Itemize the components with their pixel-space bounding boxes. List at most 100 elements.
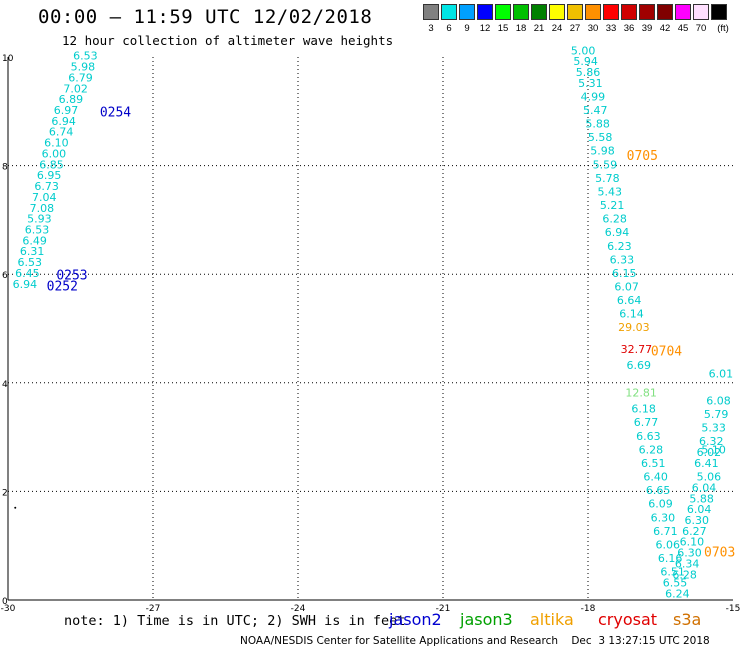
scale-label: 70 <box>695 23 707 34</box>
wave-height-label: 6.30 <box>651 511 676 524</box>
wave-height-label: 6.73 <box>34 180 59 193</box>
scale-label: 39 <box>641 23 653 34</box>
scale-swatch <box>621 4 637 20</box>
lat-tick-label: 0 <box>2 597 8 607</box>
wave-height-label: 6.30 <box>685 514 710 527</box>
satellite-legend-s3a: s3a <box>673 610 702 629</box>
wave-height-label: 6.40 <box>643 471 668 484</box>
wave-height-label: 5.98 <box>590 145 615 158</box>
wave-height-label: 6.74 <box>49 126 74 139</box>
scale-swatch <box>657 4 673 20</box>
wave-height-label: 5.43 <box>598 185 623 198</box>
scale-swatch <box>549 4 565 20</box>
wave-height-label: 6.45 <box>15 267 40 280</box>
wave-height-label: 7.04 <box>32 191 57 204</box>
scale-swatch <box>675 4 691 20</box>
lat-tick-label: 10 <box>2 54 14 64</box>
wave-height-label: 5.86 <box>576 66 601 79</box>
legend-note: note: 1) Time is in UTC; 2) SWH is in fe… <box>64 613 406 629</box>
pass-time-label: 0704 <box>651 345 682 360</box>
scale-label: 30 <box>587 23 599 34</box>
scale-label: 42 <box>659 23 671 34</box>
wave-height-label: 6.06 <box>656 538 681 551</box>
wave-height-label: 5.33 <box>701 422 726 435</box>
scale-swatch <box>585 4 601 20</box>
scale-label: 3 <box>428 23 434 34</box>
footer-credit: NOAA/NESDIS Center for Satellite Applica… <box>240 635 710 647</box>
wave-height-label: 6.89 <box>59 93 84 106</box>
wave-height-label: 6.85 <box>39 158 64 171</box>
wave-height-label: 6.79 <box>68 71 93 84</box>
wave-height-label: 6.94 <box>51 115 76 128</box>
scale-label: 45 <box>677 23 689 34</box>
wave-height-label: 5.31 <box>578 77 603 90</box>
lon-tick-label: -24 <box>291 604 306 614</box>
page-title: 00:00 – 11:59 UTC 12/02/2018 <box>38 6 373 28</box>
satellite-legend-jason3: jason3 <box>460 610 513 629</box>
wave-height-label: 6.63 <box>636 430 661 443</box>
wave-height-label: 6.01 <box>709 367 734 380</box>
wave-height-label: 6.07 <box>614 280 639 293</box>
wave-height-label: 12.81 <box>625 386 657 399</box>
wave-height-label: 6.97 <box>54 104 79 117</box>
wave-height-label: 6.51 <box>660 566 685 579</box>
wave-height-label: 5.21 <box>600 199 625 212</box>
wave-height-label: 6.28 <box>602 213 627 226</box>
scale-swatch <box>441 4 457 20</box>
wave-height-label: 5.79 <box>704 408 729 421</box>
pass-time-label: 0254 <box>100 106 131 121</box>
wave-height-label: 6.65 <box>646 484 671 497</box>
wave-height-label: 6.71 <box>653 525 678 538</box>
wave-height-label: 5.00 <box>571 44 596 57</box>
scale-label: 36 <box>623 23 635 34</box>
lon-tick-label: -27 <box>146 604 161 614</box>
lat-tick-label: 4 <box>2 380 8 390</box>
wave-height-label: 6.24 <box>665 587 690 600</box>
wave-height-label: 6.04 <box>687 503 712 516</box>
wave-height-label: 5.88 <box>585 118 610 131</box>
scale-label: 6 <box>446 23 452 34</box>
wave-height-label: 6.41 <box>694 457 719 470</box>
scale-label: 24 <box>551 23 563 34</box>
pass-time-label: 0703 <box>704 546 735 561</box>
wave-height-label: 5.10 <box>701 443 726 456</box>
lon-tick-label: -21 <box>436 604 451 614</box>
wave-height-label: 6.15 <box>612 267 637 280</box>
scale-swatch <box>639 4 655 20</box>
satellite-legend-altika: altika <box>530 610 574 629</box>
wave-height-label: 5.06 <box>697 471 722 484</box>
wave-height-label: 6.30 <box>677 547 702 560</box>
wave-height-label: 6.09 <box>648 498 673 511</box>
wave-height-label: 6.95 <box>37 169 62 182</box>
lat-tick-label: 6 <box>2 271 8 281</box>
wave-height-label: 6.18 <box>631 403 656 416</box>
lat-tick-label: 2 <box>2 488 8 498</box>
scale-swatch <box>513 4 529 20</box>
scale-label: 33 <box>605 23 617 34</box>
wave-height-label: 7.02 <box>63 82 88 95</box>
wave-height-label: 6.27 <box>682 525 707 538</box>
lon-tick-label: -18 <box>581 604 596 614</box>
wave-height-label: 6.51 <box>641 457 666 470</box>
wave-height-label: 6.33 <box>610 253 635 266</box>
wave-height-label: 6.77 <box>634 416 659 429</box>
wave-height-label: 6.34 <box>675 557 700 570</box>
wave-height-label: 6.04 <box>692 481 717 494</box>
page-subtitle: 12 hour collection of altimeter wave hei… <box>62 33 394 48</box>
wave-height-label: 6.28 <box>639 443 664 456</box>
wave-height-label: 6.08 <box>706 395 731 408</box>
lon-tick-label: -15 <box>726 604 740 614</box>
wave-height-label: 6.94 <box>605 226 630 239</box>
satellite-legend-jason2: jason2 <box>389 610 442 629</box>
scale-label: 21 <box>533 23 545 34</box>
wave-height-label: 6.32 <box>699 435 724 448</box>
satellite-legend-cryosat: cryosat <box>598 610 658 629</box>
wave-height-label: 6.10 <box>44 137 69 150</box>
wave-height-label: 6.00 <box>42 147 67 160</box>
wave-height-label: 6.69 <box>627 359 652 372</box>
wave-height-label: 29.03 <box>618 321 650 334</box>
wave-height-label: 6.94 <box>13 278 38 291</box>
wave-height-label: 6.55 <box>663 576 688 589</box>
